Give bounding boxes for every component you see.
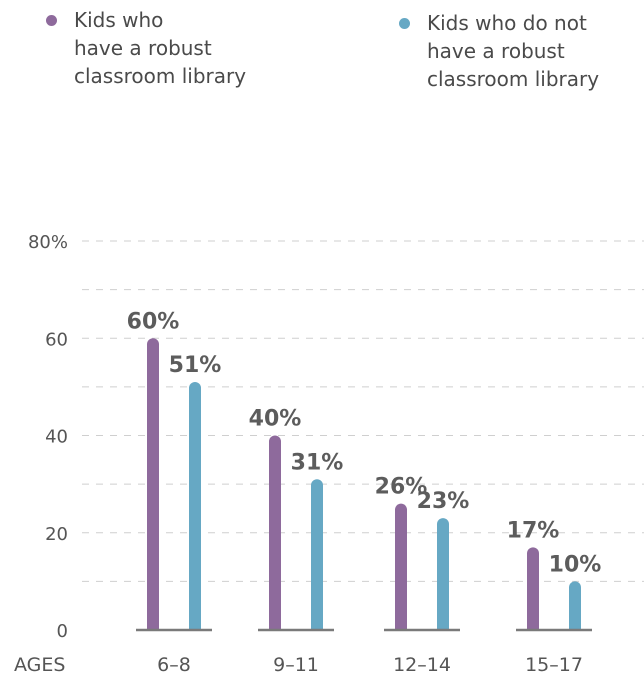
y-tick-label: 80% (28, 232, 68, 253)
y-tick-label: 60 (45, 329, 68, 350)
bar-not-robust (189, 382, 201, 630)
data-label: 23% (417, 489, 470, 514)
bar-robust (527, 547, 539, 630)
bar-robust (395, 503, 407, 630)
bar-robust (147, 338, 159, 630)
data-label: 17% (507, 518, 560, 543)
data-label: 51% (169, 353, 222, 378)
x-tick-label: 12–14 (393, 654, 451, 675)
bar-not-robust (437, 518, 449, 630)
legend-item-not-robust: Kids who do not have a robust classroom … (399, 9, 599, 93)
x-tick-label: 9–11 (273, 654, 319, 675)
y-tick-label: 20 (45, 524, 68, 545)
data-label: 26% (375, 475, 428, 500)
y-tick-label: 0 (57, 621, 68, 642)
legend-label-robust: Kids who have a robust classroom library (74, 8, 247, 88)
bar-not-robust (569, 581, 581, 630)
legend-item-robust: Kids who have a robust classroom library (46, 6, 246, 90)
data-label: 31% (291, 450, 344, 475)
bar-not-robust (311, 479, 323, 630)
x-tick-label: 6–8 (157, 654, 191, 675)
y-tick-label: 40 (45, 427, 68, 448)
data-label: 60% (127, 309, 180, 334)
x-tick-label: 15–17 (525, 654, 583, 675)
data-label: 10% (549, 552, 602, 577)
legend-label-not-robust: Kids who do not have a robust classroom … (427, 11, 600, 91)
x-axis-label: AGES (14, 654, 65, 675)
data-label: 40% (249, 407, 302, 432)
legend-dot-not-robust-icon (399, 18, 410, 29)
bar-robust (269, 435, 281, 630)
legend-dot-robust-icon (46, 15, 57, 26)
